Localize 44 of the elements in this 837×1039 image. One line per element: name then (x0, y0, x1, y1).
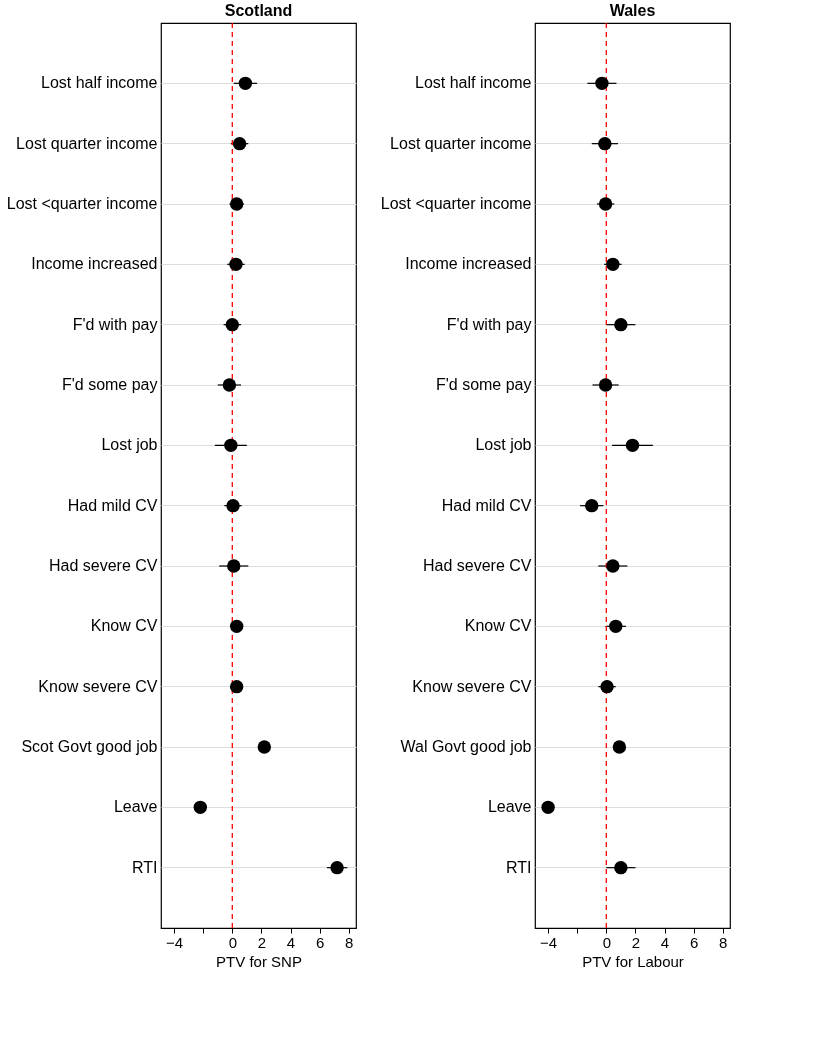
y-tick-label: F'd with pay (446, 315, 532, 333)
x-axis-title: PTV for SNP (216, 952, 302, 970)
y-tick-label: Had mild CV (441, 496, 532, 514)
y-tick-label: Scot Govt good job (21, 738, 158, 755)
y-tick-label: Wal Govt good job (400, 738, 532, 755)
y-tick-label: F'd some pay (61, 376, 158, 393)
y-tick-label: Know CV (464, 617, 532, 635)
y-tick-label: F'd some pay (435, 376, 532, 393)
chart-title: Scotland (224, 2, 293, 20)
x-tick-label: −4 (166, 933, 184, 951)
y-tick-label: Lost job (475, 436, 532, 454)
y-tick-label: Had severe CV (49, 557, 158, 574)
y-tick-label: Lost quarter income (390, 134, 532, 152)
y-tick-label: Lost half income (414, 74, 532, 92)
x-tick-label: 8 (719, 933, 728, 951)
y-tick-label: Had mild CV (67, 496, 158, 514)
y-tick-label: Leave (113, 798, 158, 816)
y-tick-label: Leave (487, 798, 532, 816)
y-tick-label: F'd with pay (72, 315, 158, 333)
x-tick-label: −4 (540, 933, 558, 951)
x-tick-label: 4 (660, 933, 670, 951)
y-tick-label: Had severe CV (423, 557, 532, 574)
x-tick-label: 8 (345, 933, 354, 951)
y-tick-label: Know CV (90, 617, 158, 635)
y-tick-label: Income increased (31, 255, 158, 273)
y-tick-label: Lost <quarter income (380, 195, 532, 212)
y-tick-label: Lost quarter income (16, 134, 158, 152)
x-tick-label: 2 (631, 933, 641, 951)
x-tick-label: 4 (286, 933, 296, 951)
x-tick-label: 0 (228, 933, 237, 951)
x-tick-label: 0 (602, 933, 611, 951)
y-tick-label: Know severe CV (412, 677, 532, 695)
y-tick-label: Lost <quarter income (6, 195, 158, 212)
x-axis-title: PTV for Labour (582, 952, 684, 970)
x-tick-label: 2 (257, 933, 267, 951)
chart-title: Wales (609, 2, 656, 20)
y-tick-label: RTI (132, 858, 158, 876)
y-tick-label: Income increased (405, 255, 532, 273)
y-tick-label: RTI (506, 858, 532, 876)
x-tick-label: 6 (689, 933, 699, 951)
x-tick-label: 6 (315, 933, 325, 951)
y-tick-label: Lost job (101, 436, 158, 454)
y-tick-label: Lost half income (40, 74, 158, 92)
y-tick-label: Know severe CV (38, 677, 158, 695)
